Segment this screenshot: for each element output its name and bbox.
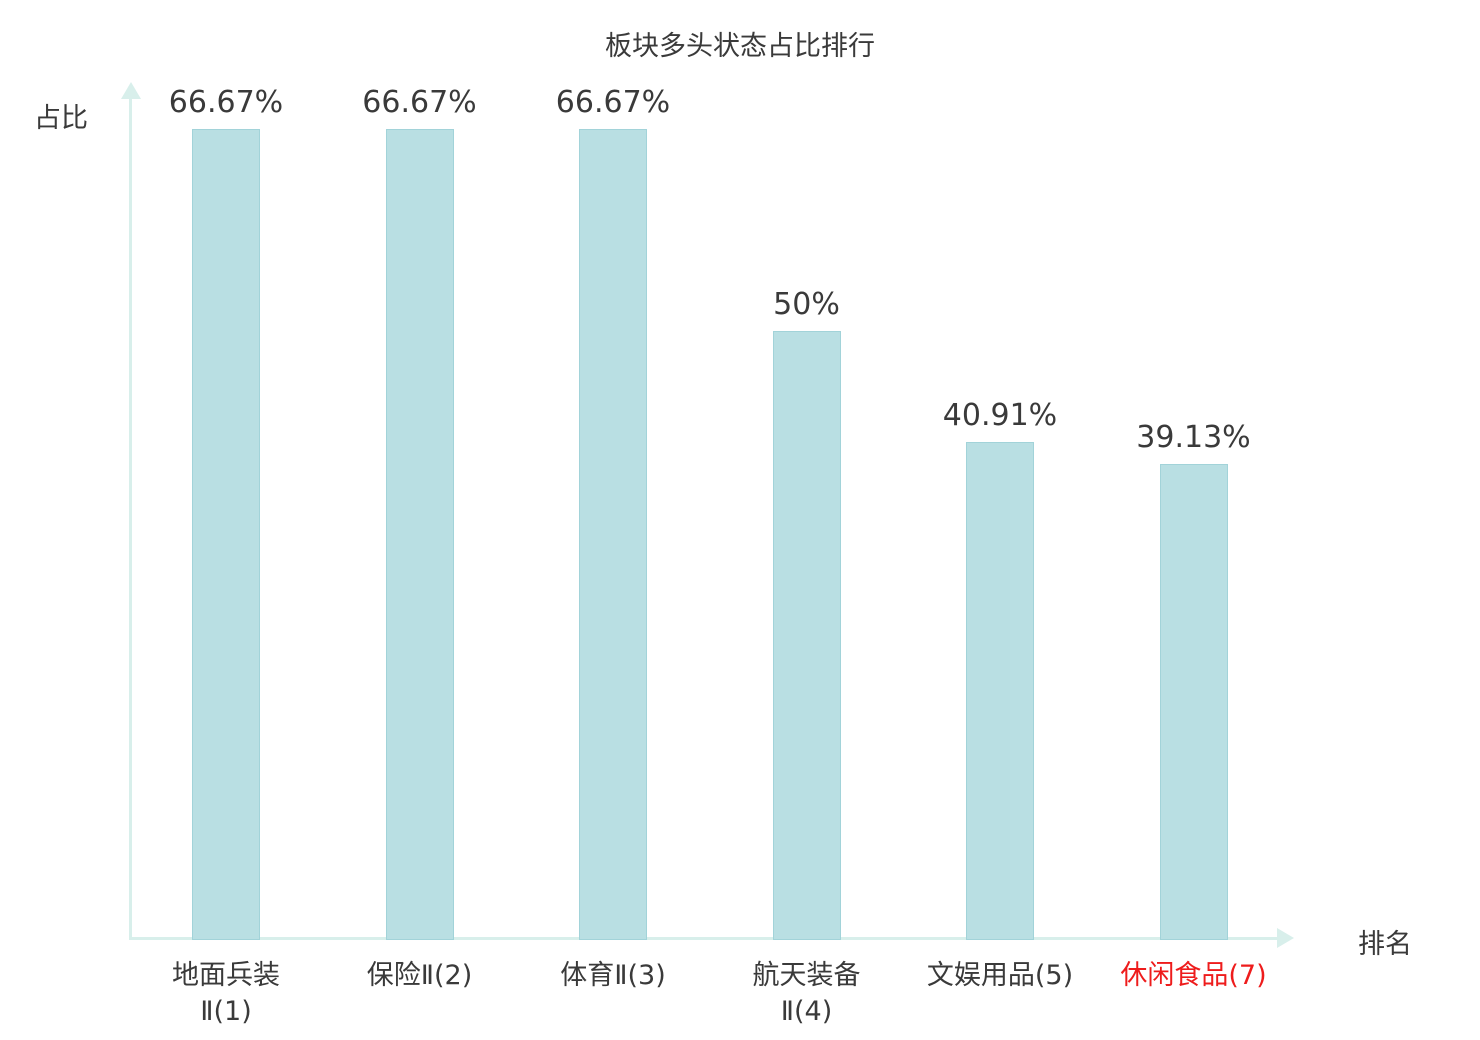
bar-value-label: 40.91% [942, 398, 1058, 434]
bar-value-label: 66.67% [168, 84, 284, 120]
y-axis-line [129, 98, 132, 940]
bar-category-label: 保险Ⅱ(2) [366, 960, 473, 991]
bar-category-label: 体育Ⅱ(3) [560, 960, 666, 991]
bar-value-label: 66.67% [555, 84, 671, 120]
y-axis-label: 占比 [34, 103, 88, 134]
bar-category-label: 休闲食品(7) [1120, 960, 1267, 991]
bar-category-label: 地面兵装 Ⅱ(1) [172, 960, 280, 1028]
bar [579, 128, 647, 940]
y-axis-arrow-icon [121, 82, 141, 99]
bar [966, 442, 1034, 940]
bar [1159, 463, 1228, 940]
bar [192, 128, 260, 940]
bar [385, 128, 454, 940]
bar-category-label: 文娱用品(5) [926, 960, 1074, 991]
bar-value-label: 66.67% [362, 84, 477, 120]
x-axis-line [129, 937, 1279, 940]
bar [772, 331, 841, 940]
bar-value-label: 39.13% [1136, 419, 1251, 455]
x-axis-label: 排名 [1358, 929, 1412, 960]
bar-category-label: 航天装备 Ⅱ(4) [752, 960, 861, 1028]
x-axis-arrow-icon [1277, 928, 1294, 948]
bar-value-label: 50% [773, 287, 840, 323]
chart-title: 板块多头状态占比排行 [605, 31, 875, 62]
